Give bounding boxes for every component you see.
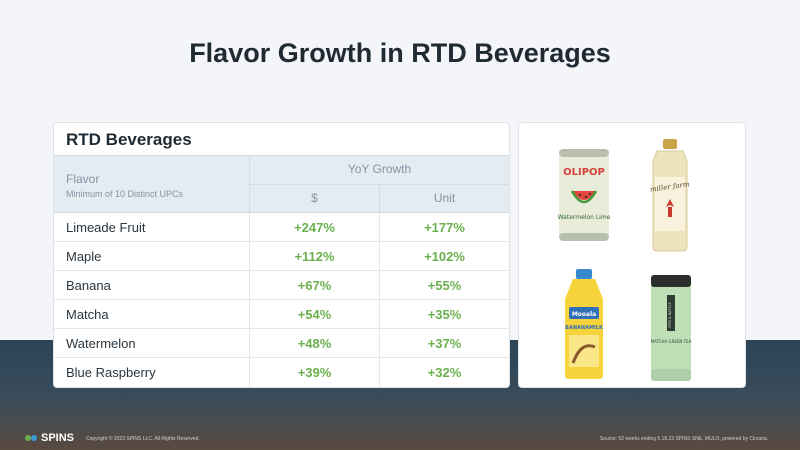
- growth-header-label: YoY Growth: [250, 156, 509, 185]
- flavor-cell: Watermelon: [54, 329, 250, 357]
- table-row: Matcha +54% +35%: [54, 300, 509, 329]
- banana-flavor-text: BANANAMILK: [565, 325, 604, 331]
- table-header: Flavor Minimum of 10 Distinct UPCs YoY G…: [54, 155, 509, 213]
- matcha-can-image: PIPS & BATTLE MATCHA GREEN TEA: [651, 275, 692, 381]
- flavor-cell: Matcha: [54, 300, 250, 328]
- flavor-cell: Banana: [54, 271, 250, 299]
- unit-growth-cell: +35%: [427, 306, 462, 322]
- flavor-cell: Blue Raspberry: [54, 358, 250, 387]
- unit-growth-cell: +102%: [424, 248, 465, 264]
- dollar-growth-cell: +39%: [250, 358, 380, 387]
- dollar-growth-cell: +54%: [250, 300, 380, 328]
- olipop-brand-text: OLIPOP: [563, 167, 605, 178]
- olipop-flavor-text: Watermelon Lime: [558, 214, 611, 221]
- growth-table-card: RTD Beverages Flavor Minimum of 10 Disti…: [53, 122, 510, 388]
- source-note: Source: 52 weeks ending 5.18.23 SPINS SN…: [599, 436, 768, 442]
- unit-column-header: Unit: [433, 191, 456, 205]
- table-title: RTD Beverages: [66, 130, 192, 149]
- table-row: Limeade Fruit +247% +177%: [54, 213, 509, 242]
- flavor-header-label: Flavor: [66, 172, 100, 186]
- copyright-text: Copyright © 2023 SPINS LLC. All Rights R…: [86, 436, 200, 442]
- spins-logo: SPINS: [24, 432, 74, 444]
- dollar-growth-cell: +48%: [250, 329, 380, 357]
- dollar-growth-cell: +67%: [250, 271, 380, 299]
- banana-milk-bottle-image: Mooala BANANAMILK: [565, 269, 604, 379]
- table-row: Watermelon +48% +37%: [54, 329, 509, 358]
- olipop-can-image: OLIPOP Watermelon Lime: [558, 149, 611, 241]
- banana-brand-text: Mooala: [572, 311, 596, 318]
- page-title: Flavor Growth in RTD Beverages: [189, 38, 611, 68]
- product-images-card: OLIPOP Watermelon Lime miller farm Mooal…: [518, 122, 746, 388]
- dollar-growth-cell: +112%: [250, 242, 380, 270]
- dollar-growth-cell: +247%: [250, 213, 380, 241]
- unit-growth-cell: +32%: [427, 365, 462, 380]
- unit-growth-cell: +55%: [427, 277, 462, 293]
- flavor-column-header: Flavor Minimum of 10 Distinct UPCs: [54, 156, 250, 212]
- unit-growth-cell: +177%: [424, 219, 465, 235]
- growth-subheaders: $ Unit: [250, 185, 509, 212]
- matcha-brand-text: PIPS & BATTLE: [668, 302, 672, 327]
- spins-logo-text: SPINS: [41, 432, 75, 444]
- spins-logo-icon: [25, 435, 37, 441]
- dollar-column-header: $: [250, 185, 380, 212]
- growth-column-header: YoY Growth $ Unit: [250, 156, 509, 212]
- flavor-header-sublabel: Minimum of 10 Distinct UPCs: [66, 189, 184, 199]
- maple-milk-bottle-image: miller farm: [649, 139, 690, 252]
- flavor-cell: Limeade Fruit: [54, 213, 250, 241]
- table-row: Banana +67% +55%: [54, 271, 509, 300]
- table-row: Blue Raspberry +39% +32%: [54, 358, 509, 387]
- flavor-cell: Maple: [54, 242, 250, 270]
- matcha-flavor-text: MATCHA GREEN TEA: [651, 339, 692, 344]
- table-row: Maple +112% +102%: [54, 242, 509, 271]
- unit-growth-cell: +37%: [427, 335, 462, 351]
